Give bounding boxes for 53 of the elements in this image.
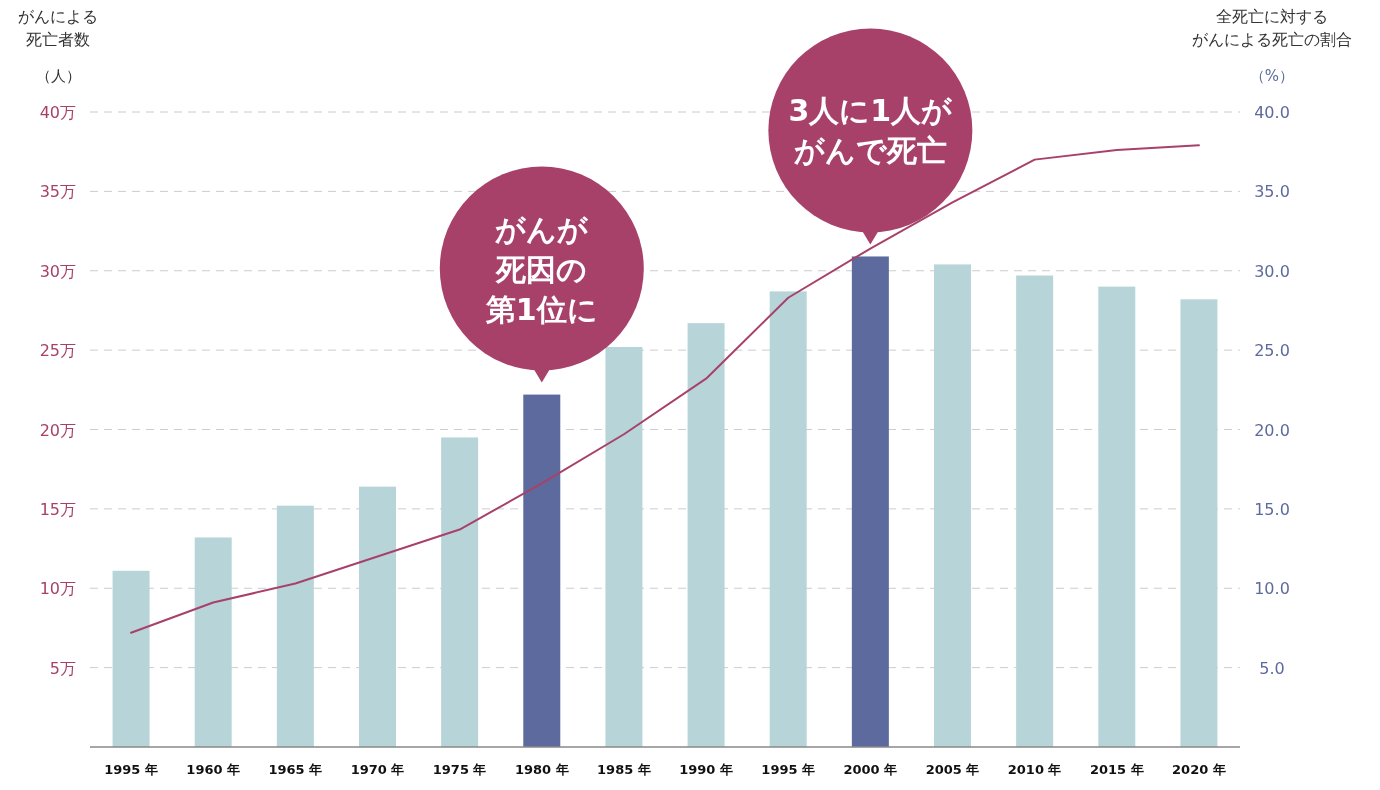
x-tick-label: 2020 年: [1172, 762, 1226, 777]
x-tick-label: 1995 年: [761, 762, 816, 777]
y-tick-label: 35万: [39, 182, 76, 202]
bar: [1180, 299, 1218, 747]
x-tick-label: 1975 年: [432, 762, 487, 777]
x-tick-label: 1970 年: [350, 762, 405, 777]
y2-tick-label: 20.0: [1254, 420, 1290, 440]
x-tick-label: 2010 年: [1007, 762, 1062, 777]
bar: [1098, 286, 1136, 747]
bar: [605, 346, 643, 747]
x-tick-label: 1995 年: [104, 762, 158, 777]
annotation: がんが: [495, 211, 590, 247]
x-tick-label: 1965 年: [268, 762, 323, 777]
y-tick-label: 10万: [39, 579, 76, 599]
x-tick-label: 1990 年: [679, 762, 733, 777]
y-tick-label: 30万: [39, 261, 76, 281]
annotation: 3人に1人が: [788, 93, 954, 129]
bar: [359, 486, 396, 747]
y-axis-title: がんによる死亡者数: [18, 7, 98, 49]
y2-tick-label: 35.0: [1254, 182, 1290, 202]
y-tick-label: 20万: [39, 420, 76, 440]
y-tick-label: 15万: [39, 499, 76, 519]
annotation: 第1位に: [484, 291, 598, 327]
y2-tick-label: 25.0: [1254, 341, 1290, 361]
y-tick-label: 5万: [49, 658, 76, 678]
y2-tick-label: 15.0: [1254, 499, 1290, 519]
annotation: 死因の: [495, 251, 588, 287]
y2-tick-label: 30.0: [1254, 261, 1290, 281]
y2-tick-label: 5.0: [1259, 658, 1285, 678]
bar: [194, 537, 232, 747]
annotation: がんで死亡: [793, 133, 947, 169]
bar: [523, 394, 561, 747]
x-tick-label: 2015 年: [1089, 762, 1144, 777]
text: （%）: [1249, 67, 1295, 85]
bar: [441, 437, 479, 747]
y-tick-label: 40万: [39, 103, 76, 122]
x-tick-label: 2005 年: [925, 762, 980, 777]
x-tick-label: 2000 年: [843, 762, 898, 777]
y-tick-label: 25万: [39, 341, 76, 361]
bar: [769, 291, 807, 747]
x-tick-label: 1980 年: [514, 762, 569, 777]
y2-tick-label: 10.0: [1254, 579, 1290, 599]
bar: [687, 323, 725, 747]
bar: [934, 264, 971, 747]
text: （人）: [35, 67, 81, 85]
x-tick-label: 1985 年: [597, 762, 651, 777]
bar: [276, 505, 314, 747]
x-tick-label: 1960 年: [186, 762, 241, 777]
bar: [112, 570, 150, 747]
bar: [1016, 275, 1054, 747]
bar: [851, 256, 889, 747]
y2-axis-title: 全死亡に対するがんによる死亡の割合: [1192, 7, 1352, 49]
y2-tick-label: 40.0: [1254, 103, 1290, 122]
